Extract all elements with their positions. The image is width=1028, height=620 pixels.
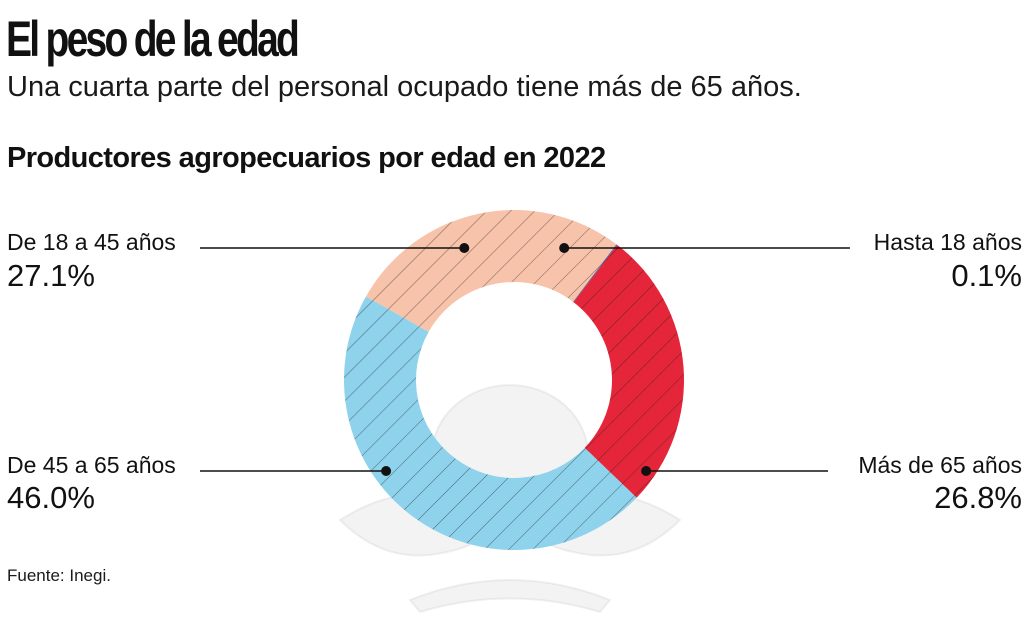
- label-de-18-45: De 18 a 45 años 27.1%: [7, 229, 176, 293]
- chart-title: Productores agropecuarios por edad en 20…: [7, 142, 606, 174]
- slice-mas-65-hatch: [573, 244, 684, 498]
- leader-lines: [200, 243, 850, 476]
- label-mas-65: Más de 65 años 26.8%: [858, 452, 1022, 515]
- leader-dot: [459, 243, 470, 253]
- value-label: 27.1%: [7, 258, 95, 293]
- leader-de-45-65: [200, 466, 392, 476]
- donut-slices: [343, 210, 684, 551]
- category-label: De 45 a 65 años: [7, 452, 176, 478]
- slice-de-18-45-hatch: [365, 210, 617, 332]
- label-hasta-18: Hasta 18 años 0.1%: [874, 229, 1022, 293]
- leader-dot: [381, 466, 392, 476]
- slice-de-45-65-hatch: [343, 296, 637, 551]
- headline: El peso de la edad: [6, 11, 300, 67]
- leader-de-18-45: [200, 243, 470, 253]
- leader-mas-65: [641, 466, 828, 476]
- label-de-45-65: De 45 a 65 años 46.0%: [7, 452, 176, 515]
- leader-hasta-18: [559, 243, 850, 253]
- subtitle: Una cuarta parte del personal ocupado ti…: [7, 71, 802, 103]
- value-label: 46.0%: [7, 480, 95, 515]
- value-label: 0.1%: [951, 258, 1022, 293]
- category-label: Más de 65 años: [858, 452, 1022, 478]
- category-label: De 18 a 45 años: [7, 229, 176, 255]
- value-label: 26.8%: [934, 480, 1022, 515]
- leader-dot: [559, 243, 570, 253]
- slice-hasta-18-hatch: [572, 244, 618, 303]
- source-note: Fuente: Inegi.: [7, 566, 111, 585]
- leader-dot: [641, 466, 652, 476]
- category-label: Hasta 18 años: [874, 229, 1022, 255]
